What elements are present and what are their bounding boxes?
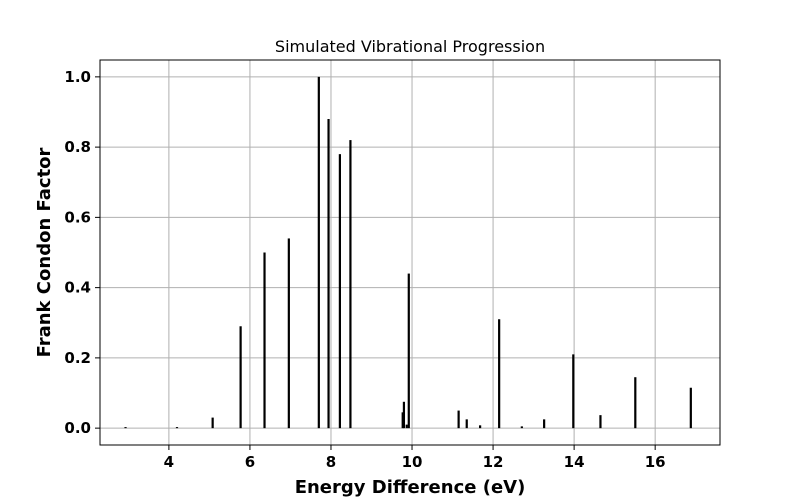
bar — [572, 354, 575, 429]
bar — [263, 252, 266, 429]
bar — [239, 326, 242, 429]
x-tick-label: 12 — [483, 453, 504, 471]
x-tick-label: 14 — [564, 453, 585, 471]
x-axis-label: Energy Difference (eV) — [295, 477, 526, 498]
bar — [402, 401, 406, 429]
x-tick-label: 8 — [326, 453, 336, 471]
plot-frame — [99, 59, 721, 446]
bar — [407, 273, 410, 429]
axis-ticks: 4 6 8 10 12 14 16 0.0 0.2 0.4 0.6 0.8 1.0 — [64, 68, 665, 471]
bar — [327, 119, 330, 429]
grid-lines — [100, 60, 720, 445]
bar — [457, 410, 460, 429]
bar — [543, 419, 546, 429]
y-tick-label: 0.8 — [64, 138, 91, 156]
bar — [520, 426, 523, 429]
chart-title: Simulated Vibrational Progression — [275, 37, 545, 56]
bar — [401, 412, 404, 429]
y-tick-label: 0.0 — [64, 419, 91, 437]
bar — [405, 424, 408, 429]
bar — [287, 238, 290, 429]
y-tick-label: 0.4 — [64, 279, 91, 297]
bar — [124, 427, 127, 429]
y-tick-label: 1.0 — [64, 68, 91, 86]
y-tick-label: 0.2 — [64, 349, 91, 367]
bar — [689, 387, 692, 429]
bar — [634, 377, 637, 429]
x-tick-label: 10 — [402, 453, 423, 471]
bar — [498, 319, 501, 429]
bar — [317, 76, 320, 429]
y-axis-label: Frank Condon Factor — [34, 147, 55, 357]
bars — [124, 76, 692, 429]
x-tick-label: 6 — [245, 453, 255, 471]
x-tick-label: 16 — [645, 453, 666, 471]
y-tick-label: 0.6 — [64, 208, 91, 226]
bar — [175, 427, 179, 429]
bar — [465, 419, 468, 429]
bar — [349, 140, 352, 429]
bar — [338, 154, 341, 429]
bar — [211, 417, 214, 429]
bar — [479, 425, 482, 429]
x-tick-label: 4 — [164, 453, 174, 471]
bar — [599, 415, 602, 429]
